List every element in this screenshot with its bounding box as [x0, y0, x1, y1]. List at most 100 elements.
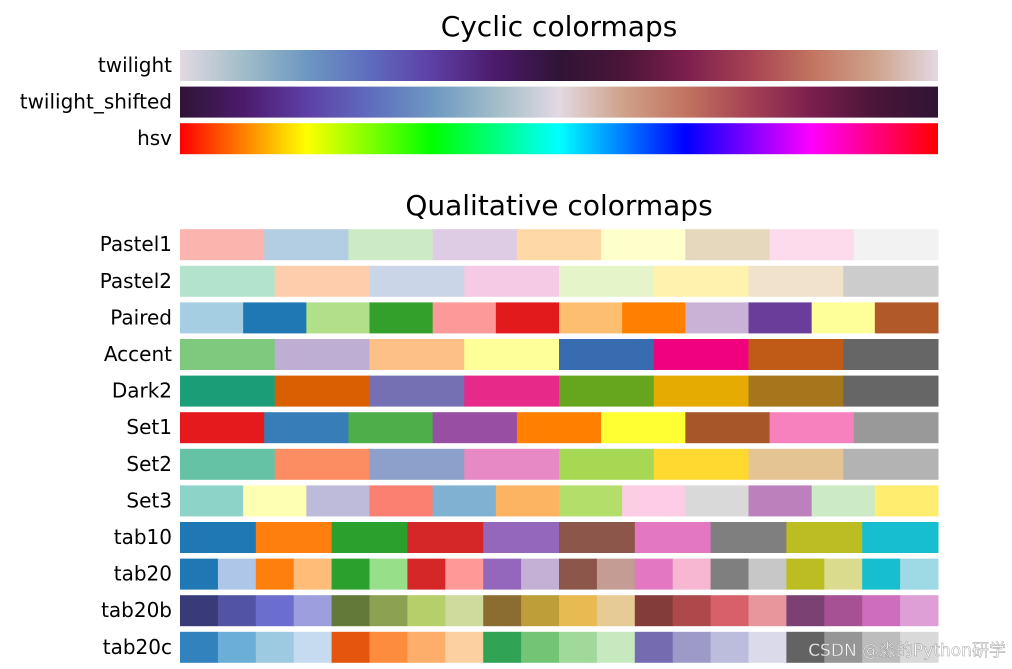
color-swatch [255, 522, 333, 553]
color-swatch [180, 302, 244, 334]
color-swatch [432, 302, 497, 334]
color-swatch [255, 558, 295, 590]
colormap-label: tab20c [103, 635, 172, 659]
color-swatch [710, 522, 787, 553]
color-swatch [369, 595, 408, 627]
color-swatch [180, 595, 219, 627]
colormap-label: Paired [110, 305, 172, 329]
color-swatch [243, 302, 307, 334]
color-swatch [862, 558, 901, 590]
color-swatch [521, 558, 560, 590]
color-swatch [407, 595, 446, 627]
color-swatch [748, 448, 844, 480]
color-swatch [293, 558, 333, 590]
color-swatch [622, 302, 686, 334]
color-swatch [348, 412, 434, 444]
color-swatch [306, 485, 370, 517]
colormap-label: Dark2 [112, 379, 172, 403]
color-swatch [653, 265, 749, 297]
color-swatch [369, 558, 408, 590]
color-swatch [331, 522, 408, 553]
color-swatch [710, 595, 749, 627]
color-swatch [853, 412, 939, 444]
color-swatch [596, 595, 636, 627]
color-swatch [180, 448, 276, 480]
colormap-label: Pastel1 [100, 232, 172, 256]
color-swatch [685, 485, 749, 517]
color-swatch [596, 558, 636, 590]
color-swatch [559, 375, 655, 407]
color-swatch [331, 558, 370, 590]
color-swatch [672, 631, 712, 663]
color-swatch [559, 448, 655, 480]
color-swatch [255, 595, 295, 627]
color-swatch [748, 375, 844, 407]
colormap-bar [180, 50, 938, 81]
colormap-label: twilight [98, 53, 172, 77]
colormap-label: tab20 [114, 562, 172, 586]
color-swatch [748, 631, 787, 663]
color-swatch [811, 485, 876, 517]
color-swatch [274, 375, 370, 407]
color-swatch [862, 522, 939, 553]
color-swatch [769, 412, 855, 444]
color-swatch [483, 558, 522, 590]
color-swatch [516, 229, 602, 261]
color-swatch [634, 522, 712, 553]
color-swatch [464, 339, 560, 370]
color-swatch [862, 595, 901, 627]
color-swatch [748, 558, 787, 590]
color-swatch [786, 631, 825, 663]
color-swatch [685, 229, 771, 261]
colormap-label: Set2 [126, 452, 172, 476]
colormap-label: Accent [104, 342, 172, 366]
color-swatch [369, 339, 465, 370]
color-swatch [843, 265, 939, 297]
color-swatch [445, 595, 484, 627]
colormap-label: tab20b [101, 598, 172, 622]
color-swatch [180, 485, 244, 517]
color-swatch [853, 229, 939, 261]
color-swatch [748, 265, 844, 297]
color-swatch [672, 595, 712, 627]
color-swatch [483, 522, 560, 553]
color-swatch [464, 375, 560, 407]
color-swatch [516, 412, 602, 444]
color-swatch [900, 558, 939, 590]
color-swatch [748, 339, 844, 370]
color-swatch [653, 375, 749, 407]
color-swatch [824, 595, 863, 627]
color-swatch [217, 631, 257, 663]
color-swatch [672, 558, 712, 590]
color-swatch [264, 412, 349, 444]
color-swatch [180, 522, 257, 553]
color-swatch [634, 631, 674, 663]
color-swatch [180, 375, 276, 407]
color-swatch [432, 485, 497, 517]
color-swatch [331, 595, 370, 627]
color-swatch [521, 631, 560, 663]
color-swatch [407, 522, 484, 553]
color-swatch [495, 302, 560, 334]
color-swatch [432, 229, 518, 261]
color-swatch [217, 558, 257, 590]
color-swatch [264, 229, 349, 261]
colormap-label: Pastel2 [100, 269, 172, 293]
color-swatch [874, 302, 939, 334]
color-swatch [348, 229, 434, 261]
color-swatch [180, 412, 265, 444]
colormap-label: Set3 [126, 488, 172, 512]
color-swatch [306, 302, 370, 334]
color-swatch [407, 558, 446, 590]
color-swatch [464, 265, 560, 297]
color-swatch [622, 485, 686, 517]
color-swatch [274, 339, 370, 370]
color-swatch [217, 595, 257, 627]
color-swatch [255, 631, 295, 663]
color-swatch [180, 631, 219, 663]
color-swatch [748, 302, 813, 334]
color-swatch [559, 265, 655, 297]
color-swatch [274, 448, 370, 480]
